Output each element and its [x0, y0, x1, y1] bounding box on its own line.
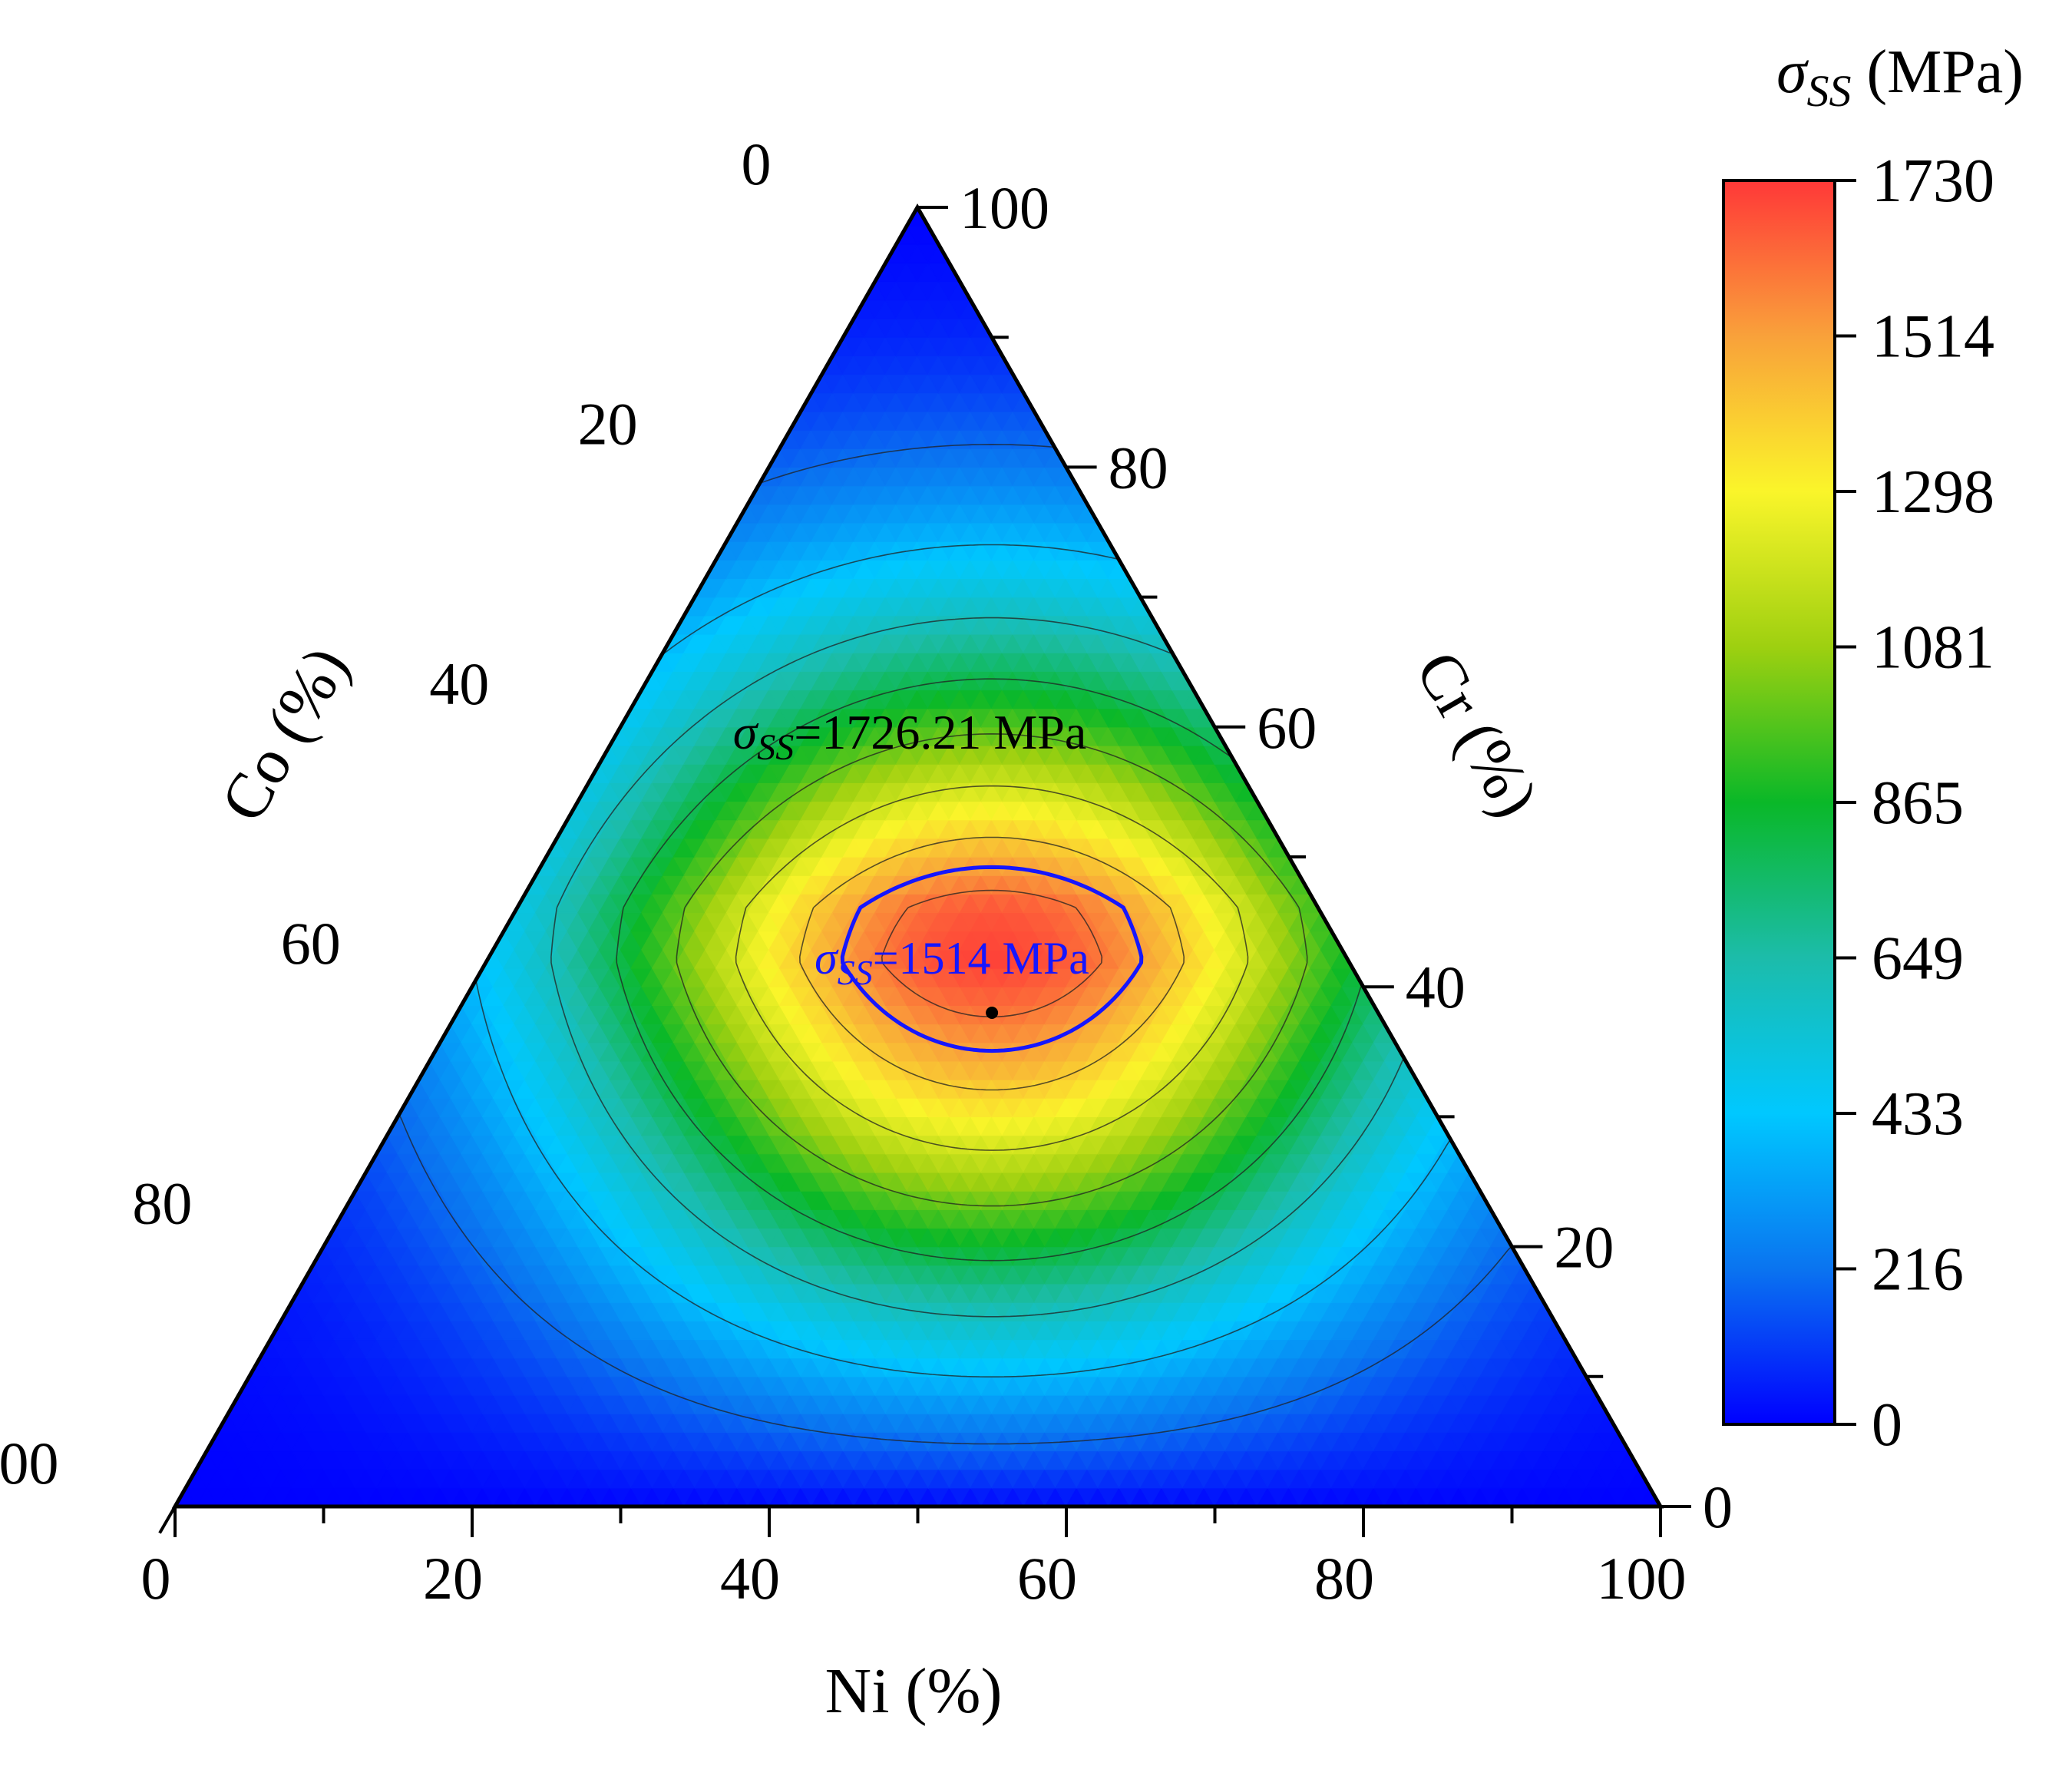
- co-tick-label: 0: [742, 131, 772, 197]
- cr-tick-label: 60: [1257, 694, 1317, 761]
- highlight-label-symbol: σ: [815, 933, 839, 984]
- ni-tick-label: 0: [141, 1545, 171, 1612]
- cr-tick-label: 80: [1109, 434, 1168, 501]
- cr-tick-label: 100: [960, 174, 1049, 241]
- peak-label-symbol: σ: [733, 705, 759, 759]
- ni-tick-label: 80: [1314, 1545, 1374, 1612]
- colorbar-tick-label: 216: [1872, 1236, 1964, 1304]
- peak-label-subscript: SS: [757, 727, 794, 768]
- colorbar-gradient: [1723, 180, 1835, 1424]
- peak-marker: [986, 1007, 998, 1019]
- ni-axis-title: Ni (%): [825, 1655, 1003, 1727]
- colorbar-title: σSS (MPa): [1776, 38, 2024, 116]
- co-tick-label: 40: [429, 650, 489, 717]
- co-tick-label: 60: [281, 910, 341, 977]
- colorbar-title-unit: (MPa): [1852, 38, 2024, 106]
- colorbar-tick-label: 433: [1872, 1080, 1964, 1148]
- cr-axis-title: Cr (%): [1402, 640, 1552, 828]
- colorbar-title-subscript: SS: [1807, 66, 1852, 116]
- ni-tick-label: 60: [1017, 1545, 1077, 1612]
- peak-label-value: =1726.21 MPa: [794, 705, 1086, 759]
- co-tick-label: 20: [578, 390, 638, 457]
- highlight-label-value: =1514 MPa: [873, 933, 1089, 984]
- ni-tick-label: 40: [720, 1545, 780, 1612]
- highlight-label-subscript: SS: [838, 953, 873, 992]
- colorbar-tick-label: 865: [1872, 769, 1964, 837]
- colorbar-title-symbol: σ: [1776, 38, 1809, 106]
- cr-tick-label: 20: [1554, 1214, 1614, 1281]
- cr-tick-label: 40: [1406, 954, 1466, 1020]
- co-tick-label: 80: [132, 1170, 192, 1237]
- co-axis-tick: [160, 1506, 175, 1533]
- co-axis-title: Co (%): [207, 635, 363, 834]
- co-tick-label: 100: [0, 1430, 59, 1496]
- ni-tick-label: 20: [423, 1545, 483, 1612]
- ni-tick-label: 100: [1597, 1545, 1687, 1612]
- colorbar-tick-label: 1081: [1872, 614, 1994, 682]
- colorbar-tick-label: 0: [1872, 1391, 1902, 1459]
- colorbar-tick-label: 649: [1872, 925, 1964, 993]
- cr-tick-label: 0: [1703, 1473, 1733, 1540]
